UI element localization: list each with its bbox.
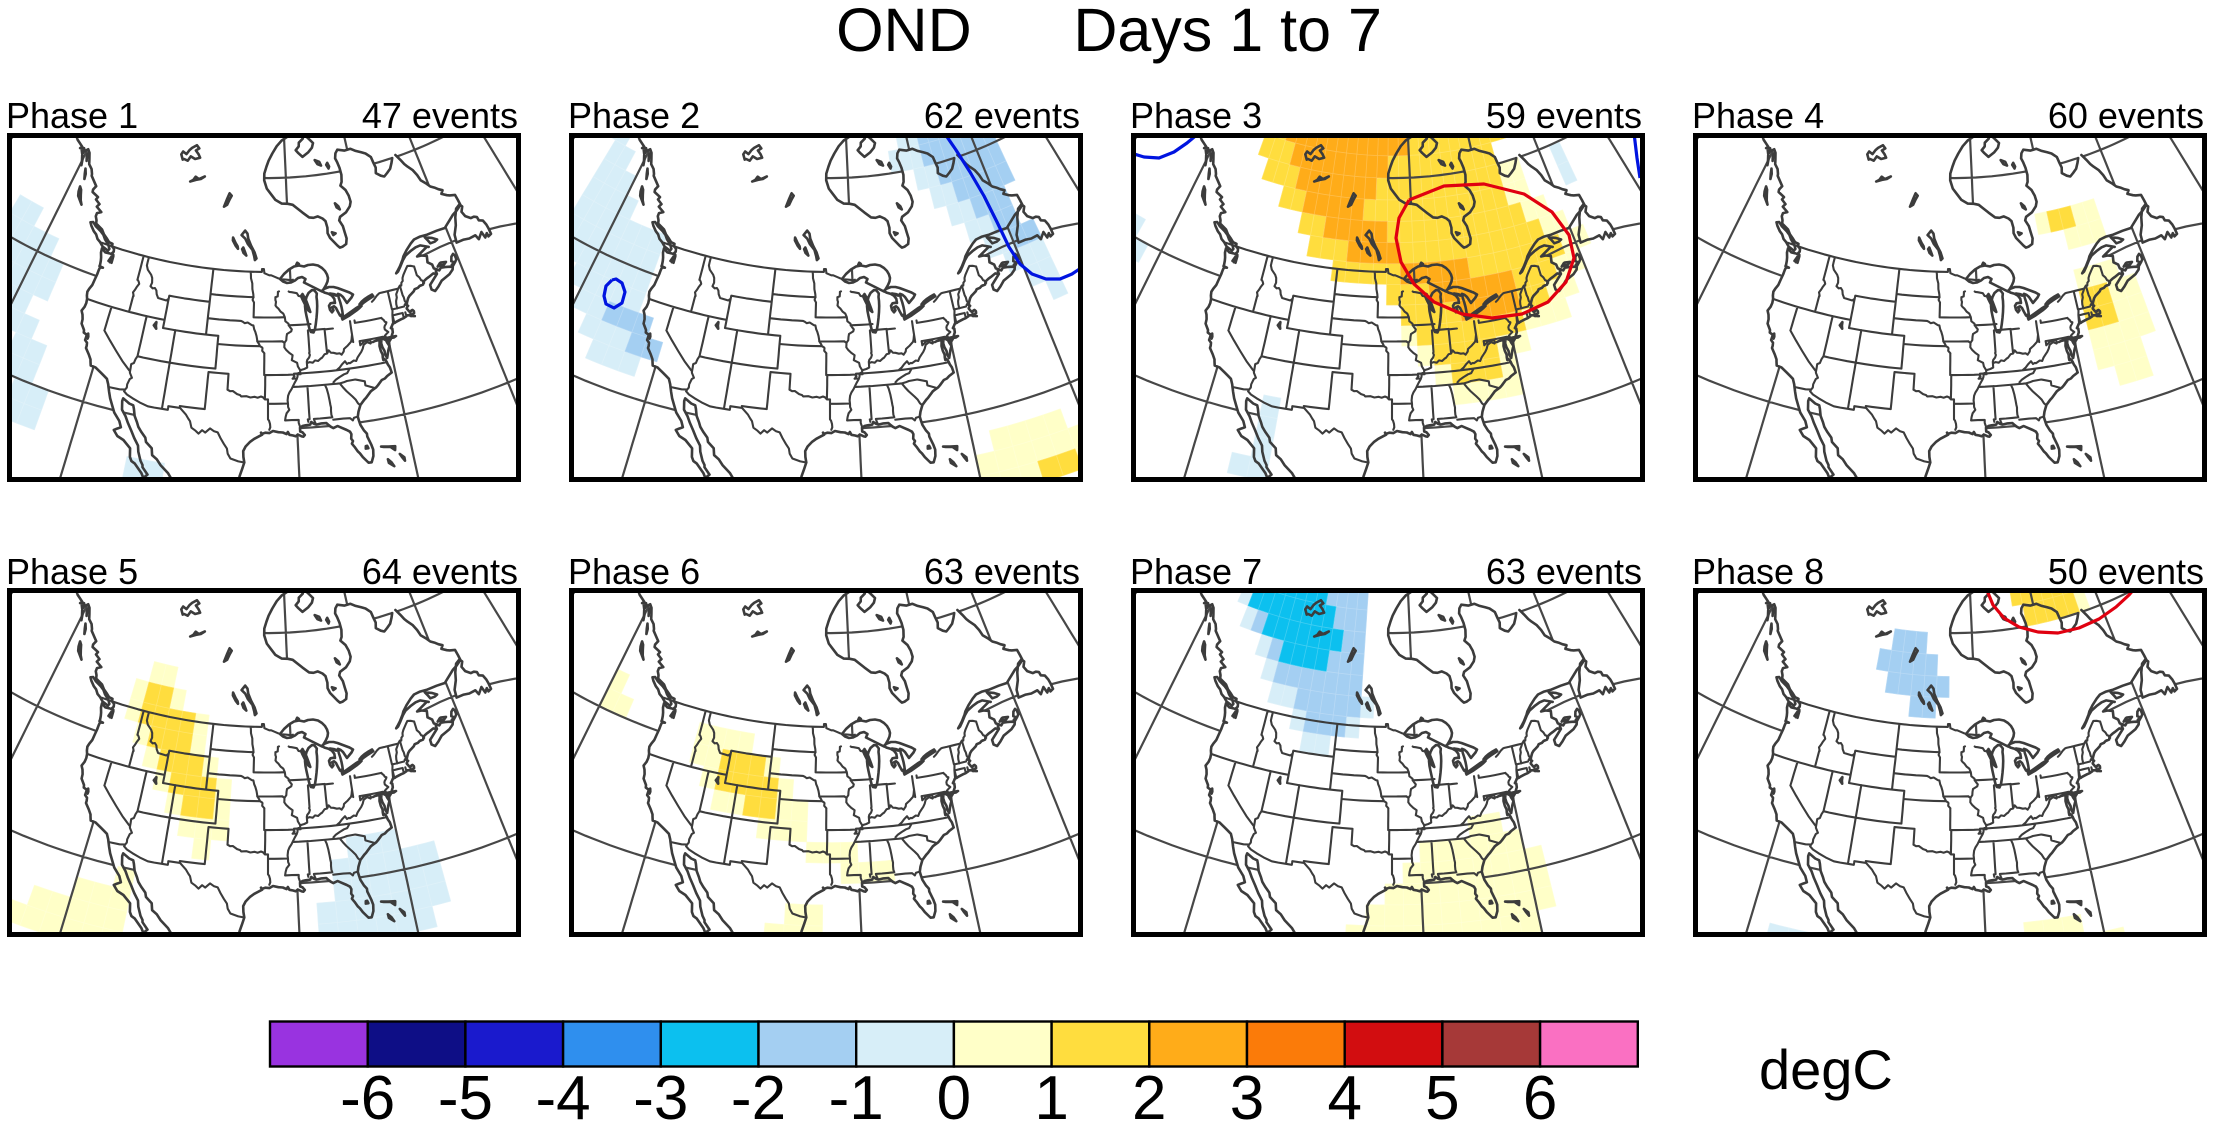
svg-text:50 events: 50 events	[2048, 551, 2204, 592]
svg-text:degC: degC	[1759, 1038, 1893, 1101]
svg-text:Phase 1: Phase 1	[6, 95, 138, 136]
svg-text:Phase 2: Phase 2	[568, 95, 700, 136]
svg-text:-4: -4	[536, 1064, 591, 1122]
svg-text:4: 4	[1327, 1064, 1361, 1122]
svg-text:47 events: 47 events	[362, 95, 518, 136]
svg-text:63 events: 63 events	[924, 551, 1080, 592]
svg-text:62 events: 62 events	[924, 95, 1080, 136]
svg-text:1: 1	[1034, 1064, 1068, 1122]
svg-text:Phase 6: Phase 6	[568, 551, 700, 592]
svg-text:-5: -5	[438, 1064, 493, 1122]
svg-text:Phase 8: Phase 8	[1692, 551, 1824, 592]
svg-text:-2: -2	[731, 1064, 786, 1122]
svg-text:5: 5	[1425, 1064, 1459, 1122]
svg-text:Phase 4: Phase 4	[1692, 95, 1824, 136]
svg-text:Phase 5: Phase 5	[6, 551, 138, 592]
svg-text:-3: -3	[633, 1064, 688, 1122]
svg-text:OND Days 1 to 7: OND Days 1 to 7	[836, 0, 1382, 64]
svg-text:60 events: 60 events	[2048, 95, 2204, 136]
svg-text:-1: -1	[829, 1064, 884, 1122]
svg-text:64 events: 64 events	[362, 551, 518, 592]
svg-text:59 events: 59 events	[1486, 95, 1642, 136]
svg-text:-6: -6	[340, 1064, 395, 1122]
svg-text:2: 2	[1132, 1064, 1166, 1122]
svg-text:6: 6	[1523, 1064, 1557, 1122]
svg-text:Phase 3: Phase 3	[1130, 95, 1262, 136]
svg-text:63 events: 63 events	[1486, 551, 1642, 592]
svg-text:Phase 7: Phase 7	[1130, 551, 1262, 592]
svg-text:3: 3	[1230, 1064, 1264, 1122]
svg-text:0: 0	[937, 1064, 971, 1122]
